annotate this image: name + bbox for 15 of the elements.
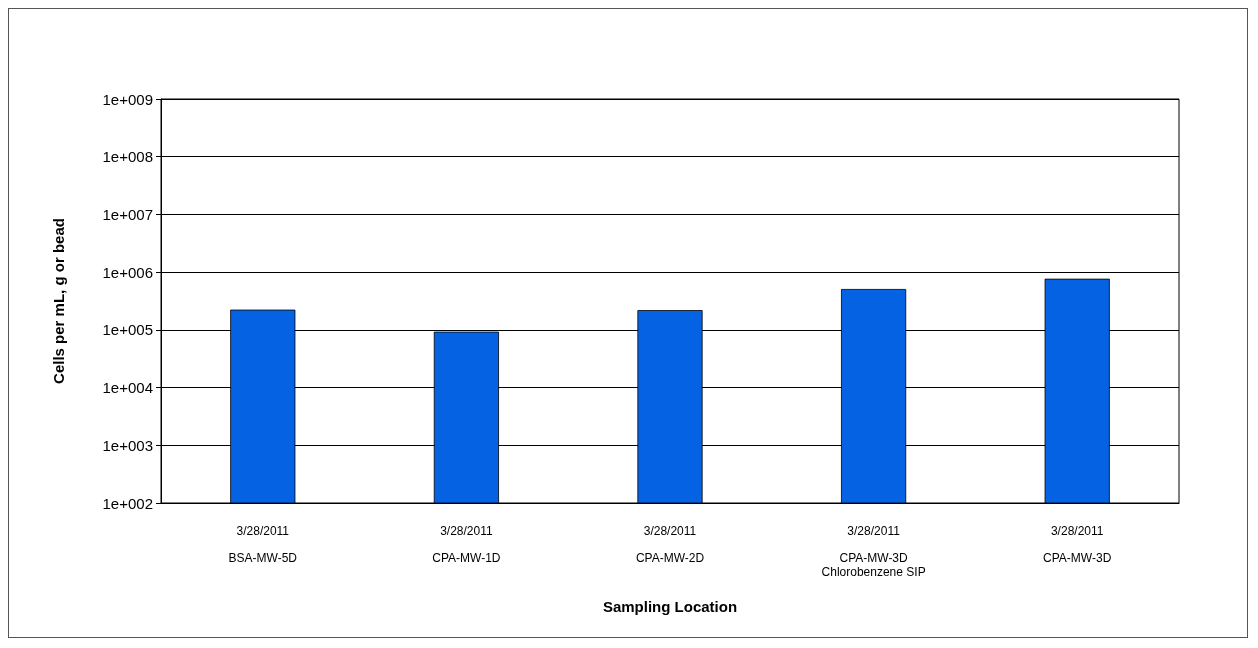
x-axis-title: Sampling Location: [602, 598, 738, 615]
x-tick-label: 3/28/2011 CPA-MW-3D: [1043, 524, 1112, 565]
y-tick-label: 1e+009: [102, 90, 153, 108]
y-tick-label: 1e+007: [102, 205, 153, 223]
y-axis-title: Cells per mL, g or bead: [50, 218, 67, 384]
y-tick-label: 1e+006: [102, 263, 153, 281]
y-tick-label: 1e+005: [102, 321, 153, 339]
y-tick-label: 1e+002: [102, 494, 153, 512]
y-tick-label: 1e+008: [102, 148, 153, 166]
y-tick-label: 1e+003: [102, 436, 153, 454]
x-tick-label: 3/28/2011 CPA-MW-1D: [432, 524, 501, 565]
x-tick-label: 3/28/2011 CPA-MW-2D: [635, 524, 705, 565]
x-tick-label: 3/28/2011 CPA-MW-3D Chlorobenzene SIP: [821, 524, 926, 579]
x-tick-label: 3/28/2011 BSA-MW-5D: [228, 524, 298, 565]
y-tick-label: 1e+004: [102, 379, 153, 397]
